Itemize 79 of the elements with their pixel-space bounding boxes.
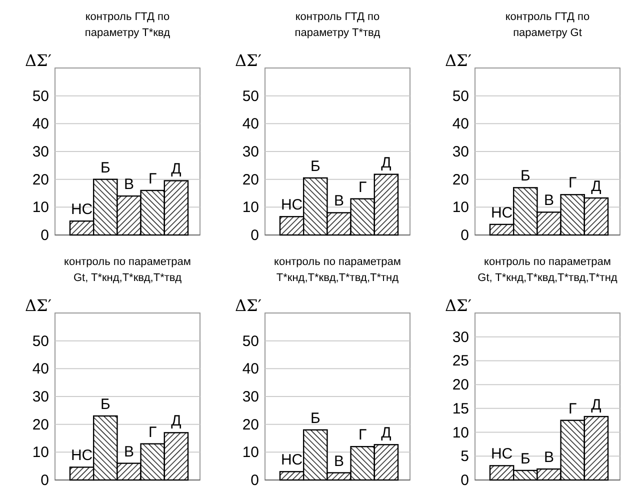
chart-title: контроль ГТД по параметру T*твд xyxy=(294,11,381,39)
y-tick-label: 50 xyxy=(242,332,259,350)
chart-title: контроль по параметрам T*кнд,T*квд,T*твд,T*тнд xyxy=(274,256,401,284)
x-tick-label: Г xyxy=(568,174,577,192)
x-tick-label: НС xyxy=(280,452,303,469)
x-tick-label: Д xyxy=(591,396,602,414)
x-tick-label: Д xyxy=(171,412,182,430)
chart-title: контроль ГТД по параметру Gt xyxy=(505,11,590,39)
x-tick-label: Г xyxy=(148,424,157,441)
x-tick-label: Б xyxy=(100,159,110,176)
x-tick-label: В xyxy=(334,452,344,470)
y-tick-label: 10 xyxy=(242,199,259,216)
x-tick-label: Б xyxy=(520,450,530,468)
y-tick-label: 10 xyxy=(242,444,259,462)
y-tick-label: 40 xyxy=(452,116,469,133)
x-tick-label: Г xyxy=(358,426,367,444)
y-tick-label: 20 xyxy=(452,376,469,394)
x-tick-label: НС xyxy=(280,196,303,214)
y-tick-label: 20 xyxy=(32,171,49,188)
y-tick-label: 30 xyxy=(32,388,49,406)
x-tick-label: Д xyxy=(381,154,392,172)
x-tick-label: Б xyxy=(100,396,110,413)
y-tick-label: 10 xyxy=(452,424,469,442)
y-tick-label: 30 xyxy=(32,144,49,160)
y-axis-title: ΔΣ′ xyxy=(235,296,262,315)
y-tick-label: 50 xyxy=(452,88,469,105)
y-tick-label: 20 xyxy=(242,416,259,434)
y-tick-label: 40 xyxy=(32,360,49,378)
y-tick-label: 20 xyxy=(32,416,49,434)
y-axis-title: ΔΣ′ xyxy=(445,51,472,70)
y-axis-title: ΔΣ′ xyxy=(25,51,52,70)
y-tick-label: 20 xyxy=(452,171,469,188)
y-tick-label: 10 xyxy=(32,199,49,216)
x-tick-label: НС xyxy=(70,201,93,218)
x-tick-label: В xyxy=(334,192,344,210)
y-tick-label: 0 xyxy=(460,227,469,244)
x-tick-label: НС xyxy=(70,447,93,464)
y-tick-label: 50 xyxy=(32,332,49,350)
x-tick-label: НС xyxy=(490,204,513,222)
y-tick-label: 0 xyxy=(40,472,49,489)
x-tick-label: Г xyxy=(358,178,367,196)
x-tick-label: Г xyxy=(568,400,577,418)
x-tick-label: Б xyxy=(310,410,320,427)
x-tick-label: Д xyxy=(591,178,602,195)
x-tick-label: Г xyxy=(148,170,157,188)
x-tick-label: В xyxy=(544,192,554,210)
y-tick-label: 0 xyxy=(250,227,259,244)
y-tick-label: 30 xyxy=(452,328,469,346)
y-axis-title: ΔΣ′ xyxy=(235,51,262,70)
chart-title: контроль по параметрам Gt, T*кнд,T*квд,T*твд xyxy=(64,256,191,284)
y-tick-label: 10 xyxy=(452,199,469,216)
chart-title: контроль по параметрам Gt, T*кнд,T*квд,T*твд,T*тнд xyxy=(478,256,618,284)
y-tick-label: 0 xyxy=(250,472,259,489)
y-tick-label: 40 xyxy=(242,116,259,133)
y-tick-label: 25 xyxy=(452,352,469,370)
x-tick-label: В xyxy=(124,443,134,460)
y-tick-label: 0 xyxy=(460,472,469,489)
y-tick-label: 30 xyxy=(242,144,259,160)
x-tick-label: Д xyxy=(381,424,392,442)
x-tick-label: Б xyxy=(310,158,320,175)
x-tick-label: НС xyxy=(490,446,513,463)
y-tick-label: 5 xyxy=(460,448,469,466)
y-tick-label: 15 xyxy=(452,400,469,418)
y-tick-label: 50 xyxy=(32,88,49,105)
chart-title: контроль ГТД по параметру T*квд xyxy=(84,11,171,39)
x-tick-label: В xyxy=(124,176,134,194)
y-tick-label: 30 xyxy=(242,388,259,406)
y-tick-label: 10 xyxy=(32,444,49,462)
y-tick-label: 50 xyxy=(242,88,259,105)
y-tick-label: 30 xyxy=(452,144,469,160)
x-tick-label: Б xyxy=(520,168,530,185)
y-axis-title: ΔΣ′ xyxy=(25,296,52,315)
y-tick-label: 40 xyxy=(242,360,259,378)
y-tick-label: 40 xyxy=(32,116,49,133)
y-axis-title: ΔΣ′ xyxy=(445,296,472,315)
x-tick-label: Д xyxy=(171,160,182,178)
x-tick-label: В xyxy=(544,449,554,466)
y-tick-label: 0 xyxy=(40,227,49,244)
y-tick-label: 20 xyxy=(242,171,259,188)
